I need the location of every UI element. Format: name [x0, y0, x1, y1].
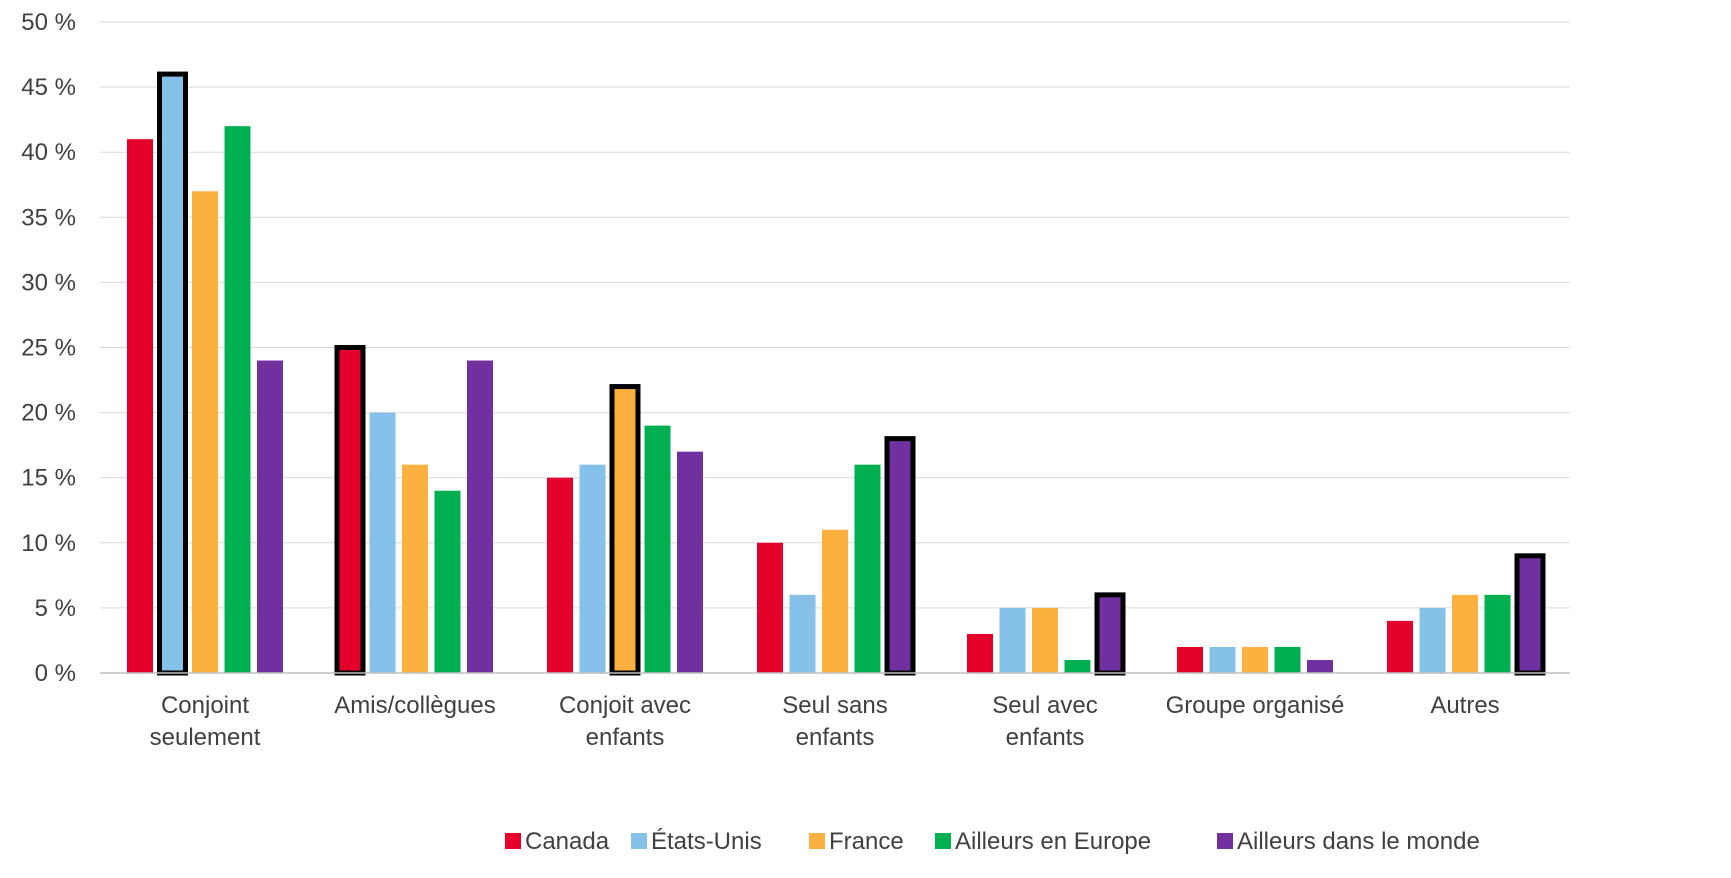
bar [644, 425, 671, 673]
bar [822, 529, 848, 673]
bar [884, 436, 916, 676]
x-category-label: Conjoit avec enfants [559, 692, 691, 751]
bar [967, 633, 993, 673]
y-tick-label: 15 % [21, 465, 76, 492]
x-category-label: Amis/collègues [334, 692, 495, 719]
bar [192, 191, 218, 673]
bar [369, 412, 396, 673]
x-category-label: Autres [1430, 692, 1499, 719]
legend-label: Ailleurs dans le monde [1237, 828, 1480, 855]
bar [1452, 594, 1478, 673]
bar [1274, 646, 1301, 673]
bar [547, 477, 573, 673]
y-axis-tick-labels: 0 % 5 % 10 % 15 % 20 % 25 % 30 % 35 % 40 % 45 % 50… [21, 9, 76, 687]
bar [999, 607, 1026, 673]
bar [1177, 646, 1203, 673]
x-category-label: Seul avec enfants [992, 692, 1097, 751]
gridlines [100, 21, 1570, 609]
y-tick-label: 5 % [35, 595, 76, 622]
y-tick-label: 35 % [21, 204, 76, 231]
bar [402, 464, 428, 673]
legend-swatch [1217, 833, 1233, 849]
bar [157, 71, 188, 676]
bar [1209, 646, 1236, 673]
bar [677, 451, 703, 673]
bar [1484, 594, 1511, 673]
bar [1387, 620, 1413, 673]
bar [434, 490, 461, 673]
y-tick-label: 10 % [21, 530, 76, 557]
bar [1064, 659, 1091, 673]
bar [1307, 659, 1333, 673]
bar [1242, 646, 1268, 673]
bar [579, 464, 606, 673]
y-tick-label: 45 % [21, 74, 76, 101]
bar [1419, 607, 1446, 673]
bar [127, 139, 153, 673]
y-tick-label: 50 % [21, 9, 76, 36]
legend-swatch [505, 833, 521, 849]
bar [224, 126, 251, 673]
legend-swatch [935, 833, 951, 849]
bar [1514, 553, 1546, 676]
legend-label: France [829, 828, 904, 855]
legend-label: États-Unis [651, 828, 762, 855]
y-tick-label: 0 % [35, 660, 76, 687]
bar [257, 360, 283, 673]
bar [609, 384, 641, 676]
bar [1094, 592, 1126, 676]
bar [1032, 607, 1058, 673]
legend: Canada États-Unis France Ailleurs en Europe… [505, 828, 1480, 855]
y-tick-label: 25 % [21, 335, 76, 362]
legend-label: Canada [525, 828, 610, 855]
x-category-label: Groupe organisé [1166, 692, 1345, 719]
bar [467, 360, 493, 673]
bar [854, 464, 881, 673]
legend-swatch [809, 833, 825, 849]
y-tick-label: 30 % [21, 269, 76, 296]
legend-label: Ailleurs en Europe [955, 828, 1151, 855]
legend-swatch [631, 833, 647, 849]
x-axis-category-labels: Conjoint seulement Amis/collègues Conjoit a… [150, 692, 1500, 751]
y-tick-label: 40 % [21, 139, 76, 166]
x-category-label: Conjoint seulement [150, 692, 261, 751]
bar [334, 345, 366, 676]
x-category-label: Seul sans enfants [782, 692, 887, 751]
bar [789, 594, 816, 673]
bar [757, 542, 783, 673]
bars [127, 71, 1546, 676]
y-tick-label: 20 % [21, 400, 76, 427]
